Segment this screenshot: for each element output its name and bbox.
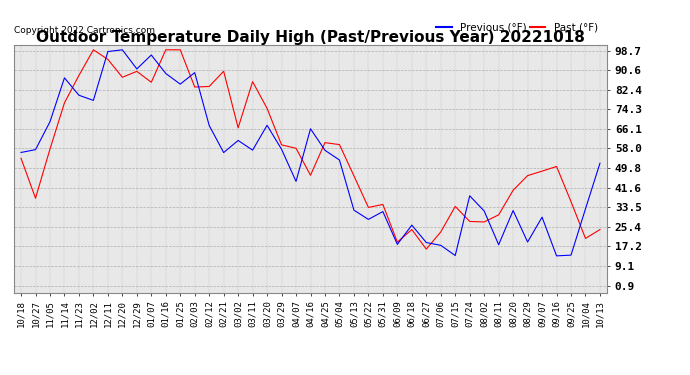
Text: Copyright 2022 Cartronics.com: Copyright 2022 Cartronics.com [14,26,155,35]
Legend: Previous (°F), Past (°F): Previous (°F), Past (°F) [432,18,602,36]
Title: Outdoor Temperature Daily High (Past/Previous Year) 20221018: Outdoor Temperature Daily High (Past/Pre… [36,30,585,45]
